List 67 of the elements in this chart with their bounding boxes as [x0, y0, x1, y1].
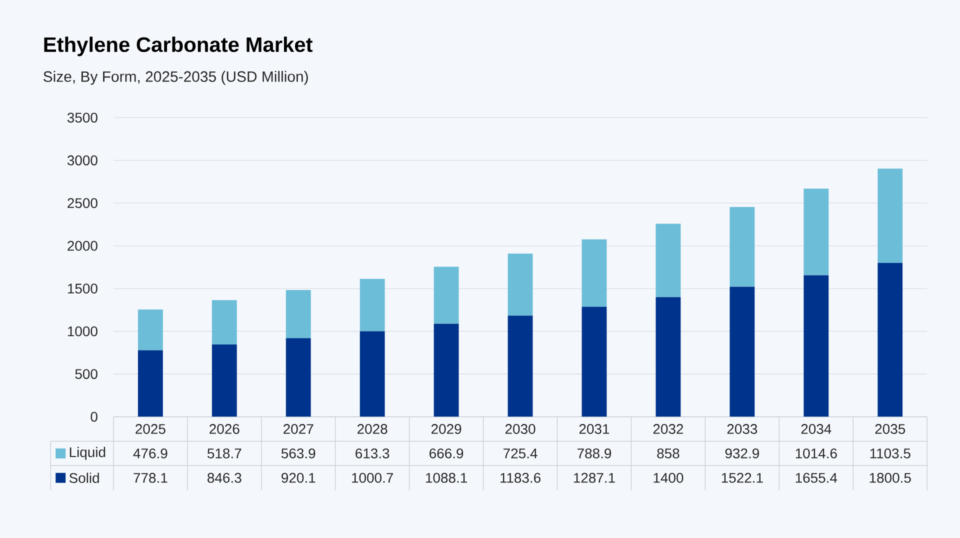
bar	[582, 306, 607, 417]
y-tick-label: 2000	[68, 240, 98, 251]
data-label: 613.3	[356, 448, 390, 458]
data-label: 1183.6	[500, 472, 540, 483]
data-label: 788.9	[578, 448, 612, 458]
bar	[878, 168, 903, 263]
bar	[286, 290, 311, 338]
y-tick-label: 500	[75, 368, 98, 379]
y-tick-label: 2500	[68, 198, 98, 208]
bar	[286, 338, 311, 417]
x-tick-label: 2027	[284, 424, 314, 434]
data-label: 778.1	[134, 472, 168, 483]
data-label: 846.3	[208, 472, 242, 483]
data-label: 725.4	[504, 448, 538, 458]
y-tick-label: 1500	[68, 283, 98, 294]
y-tick-label: 1000	[68, 326, 98, 336]
x-tick-label: 2033	[727, 424, 758, 434]
bar	[138, 309, 163, 350]
data-label: 476.9	[133, 448, 168, 458]
chart-title: Ethylene Carbonate Market	[44, 36, 313, 56]
data-label: 666.9	[430, 448, 464, 458]
data-label: 1287.1	[574, 472, 615, 483]
chart-subtitle: Size, By Form, 2025-2035 (USD Million)	[44, 70, 308, 85]
bar	[434, 324, 459, 417]
x-tick-label: 2035	[875, 424, 906, 434]
y-tick-label: 3000	[67, 155, 98, 166]
data-label: 1000.7	[352, 472, 393, 483]
data-label: 920.1	[282, 472, 316, 483]
x-tick-label: 2025	[136, 424, 166, 434]
legend-label: Liquid	[70, 446, 106, 460]
x-tick-label: 2034	[801, 424, 832, 434]
bar	[212, 300, 237, 344]
x-tick-label: 2028	[358, 424, 388, 434]
bar	[878, 262, 903, 417]
bar	[804, 275, 829, 417]
data-label: 932.9	[725, 448, 759, 458]
y-tick-label: 3500	[67, 112, 98, 122]
data-label: 1655.4	[796, 472, 838, 483]
x-tick-label: 2026	[210, 424, 240, 434]
bar	[360, 331, 385, 417]
bar	[360, 278, 385, 332]
bar	[730, 206, 755, 286]
bar	[730, 286, 755, 417]
bar	[582, 239, 607, 307]
bar	[212, 344, 237, 417]
x-tick-label: 2032	[653, 424, 684, 434]
data-label: 518.7	[208, 448, 242, 458]
data-label: 1103.5	[870, 448, 910, 458]
x-tick-label: 2029	[431, 424, 462, 434]
bar	[656, 296, 681, 417]
data-label: 858	[657, 448, 680, 458]
legend-label: Solid	[69, 472, 99, 483]
data-label: 1400	[654, 472, 684, 483]
y-tick-label: 0	[90, 412, 98, 422]
bar	[804, 188, 829, 276]
bar	[138, 350, 163, 417]
data-label: 1522.1	[722, 472, 763, 483]
data-label: 1088.1	[426, 472, 467, 483]
x-tick-label: 2031	[579, 424, 610, 434]
data-label: 1800.5	[870, 472, 911, 483]
data-label: 1014.6	[796, 448, 837, 458]
data-label: 563.9	[281, 448, 316, 458]
x-tick-label: 2030	[505, 424, 536, 434]
bar	[656, 224, 681, 297]
bar	[508, 253, 533, 316]
bar	[434, 266, 459, 324]
bar	[508, 315, 533, 417]
